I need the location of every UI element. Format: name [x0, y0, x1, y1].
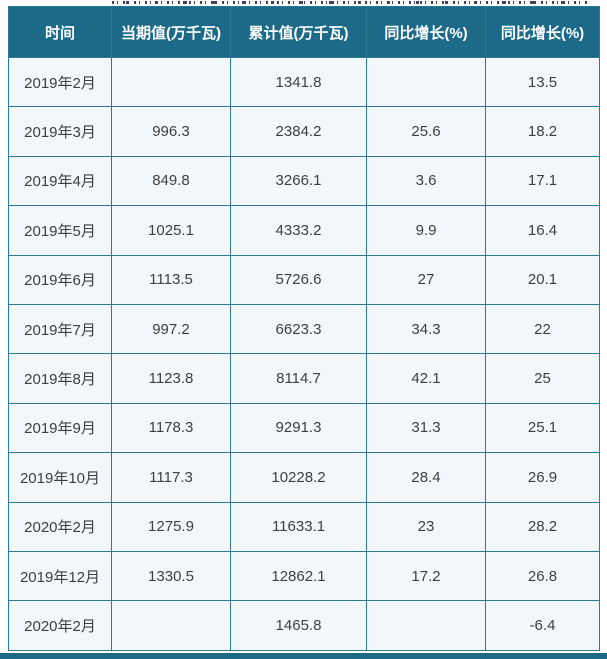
cell: 9.9	[366, 205, 486, 256]
cell: 11633.1	[230, 501, 367, 552]
table-row: 2019年4月 849.8 3266.1 3.6 17.1	[8, 155, 600, 207]
cell: 1178.3	[111, 402, 231, 454]
cell: 25	[485, 353, 600, 404]
cell: 2019年6月	[8, 254, 112, 305]
cell: 23	[366, 501, 486, 552]
column-header-cumulative-value: 累计值(万千瓦)	[230, 6, 367, 58]
cell: 6623.3	[230, 303, 367, 355]
cell: 25.6	[366, 106, 486, 157]
cell: 2019年8月	[8, 353, 112, 404]
table-row: 2019年8月 1123.8 8114.7 42.1 25	[8, 353, 600, 404]
cell: 34.3	[366, 303, 486, 355]
cell: 1113.5	[111, 254, 231, 305]
column-header-time: 时间	[8, 6, 112, 58]
table-row: 2020年2月 1275.9 11633.1 23 28.2	[8, 501, 600, 552]
cell: 1275.9	[111, 501, 231, 552]
cell: 17.1	[485, 155, 600, 207]
cell: 3266.1	[230, 155, 367, 207]
cell: 4333.2	[230, 205, 367, 256]
cell: 1465.8	[230, 600, 367, 651]
cell: 1123.8	[111, 353, 231, 404]
column-header-yoy-growth-1: 同比增长(%)	[366, 6, 486, 58]
cell: 2019年10月	[8, 452, 112, 503]
cell: 2019年5月	[8, 205, 112, 256]
column-header-yoy-growth-2: 同比增长(%)	[485, 6, 600, 58]
table-body: 2019年2月 1341.8 13.5 2019年3月 996.3 2384.2 25.6 1…	[8, 56, 600, 651]
table-row: 2019年6月 1113.5 5726.6 27 20.1	[8, 254, 600, 305]
cell: 22	[485, 303, 600, 355]
cell: 2019年9月	[8, 402, 112, 454]
cell	[366, 56, 486, 108]
table-row: 2019年2月 1341.8 13.5	[8, 56, 600, 108]
footer-bar	[0, 653, 607, 659]
cell: 996.3	[111, 106, 231, 157]
cell: 997.2	[111, 303, 231, 355]
table-header: 时间 当期值(万千瓦) 累计值(万千瓦) 同比增长(%) 同比增长(%)	[8, 6, 600, 58]
table-row: 2019年12月 1330.5 12862.1 17.2 26.8	[8, 550, 600, 602]
table-row: 2019年9月 1178.3 9291.3 31.3 25.1	[8, 402, 600, 454]
table-row: 2019年7月 997.2 6623.3 34.3 22	[8, 303, 600, 355]
cell: 2384.2	[230, 106, 367, 157]
cell: 8114.7	[230, 353, 367, 404]
cell: 28.4	[366, 452, 486, 503]
column-header-current-value: 当期值(万千瓦)	[111, 6, 231, 58]
cell: 16.4	[485, 205, 600, 256]
header-row: 时间 当期值(万千瓦) 累计值(万千瓦) 同比增长(%) 同比增长(%)	[8, 6, 600, 58]
cell: 9291.3	[230, 402, 367, 454]
cell: 28.2	[485, 501, 600, 552]
table-row: 2019年10月 1117.3 10228.2 28.4 26.9	[8, 452, 600, 503]
cell: 20.1	[485, 254, 600, 305]
cell: 12862.1	[230, 550, 367, 602]
cell: 17.2	[366, 550, 486, 602]
table-row: 2020年2月 1465.8 -6.4	[8, 600, 600, 651]
table-row: 2019年3月 996.3 2384.2 25.6 18.2	[8, 106, 600, 157]
cell: 2019年3月	[8, 106, 112, 157]
cell: 42.1	[366, 353, 486, 404]
cell	[111, 56, 231, 108]
cell: 10228.2	[230, 452, 367, 503]
cell: 1341.8	[230, 56, 367, 108]
statistics-table: 时间 当期值(万千瓦) 累计值(万千瓦) 同比增长(%) 同比增长(%) 201…	[8, 6, 600, 651]
cell: 18.2	[485, 106, 600, 157]
cell: 849.8	[111, 155, 231, 207]
cell: 2019年2月	[8, 56, 112, 108]
cell: 27	[366, 254, 486, 305]
table-row: 2019年5月 1025.1 4333.2 9.9 16.4	[8, 205, 600, 256]
cell: 2019年7月	[8, 303, 112, 355]
cell: 31.3	[366, 402, 486, 454]
clipped-title-text-fragments	[112, 1, 590, 4]
cell: 2020年2月	[8, 501, 112, 552]
cell: 25.1	[485, 402, 600, 454]
cell: -6.4	[485, 600, 600, 651]
cell: 2019年12月	[8, 550, 112, 602]
cell: 1117.3	[111, 452, 231, 503]
cell: 26.9	[485, 452, 600, 503]
cell	[366, 600, 486, 651]
cell: 5726.6	[230, 254, 367, 305]
cell: 2019年4月	[8, 155, 112, 207]
cell	[111, 600, 231, 651]
clipped-title	[0, 0, 607, 6]
cell: 2020年2月	[8, 600, 112, 651]
cell: 13.5	[485, 56, 600, 108]
cell: 3.6	[366, 155, 486, 207]
cell: 1025.1	[111, 205, 231, 256]
cell: 1330.5	[111, 550, 231, 602]
cell: 26.8	[485, 550, 600, 602]
